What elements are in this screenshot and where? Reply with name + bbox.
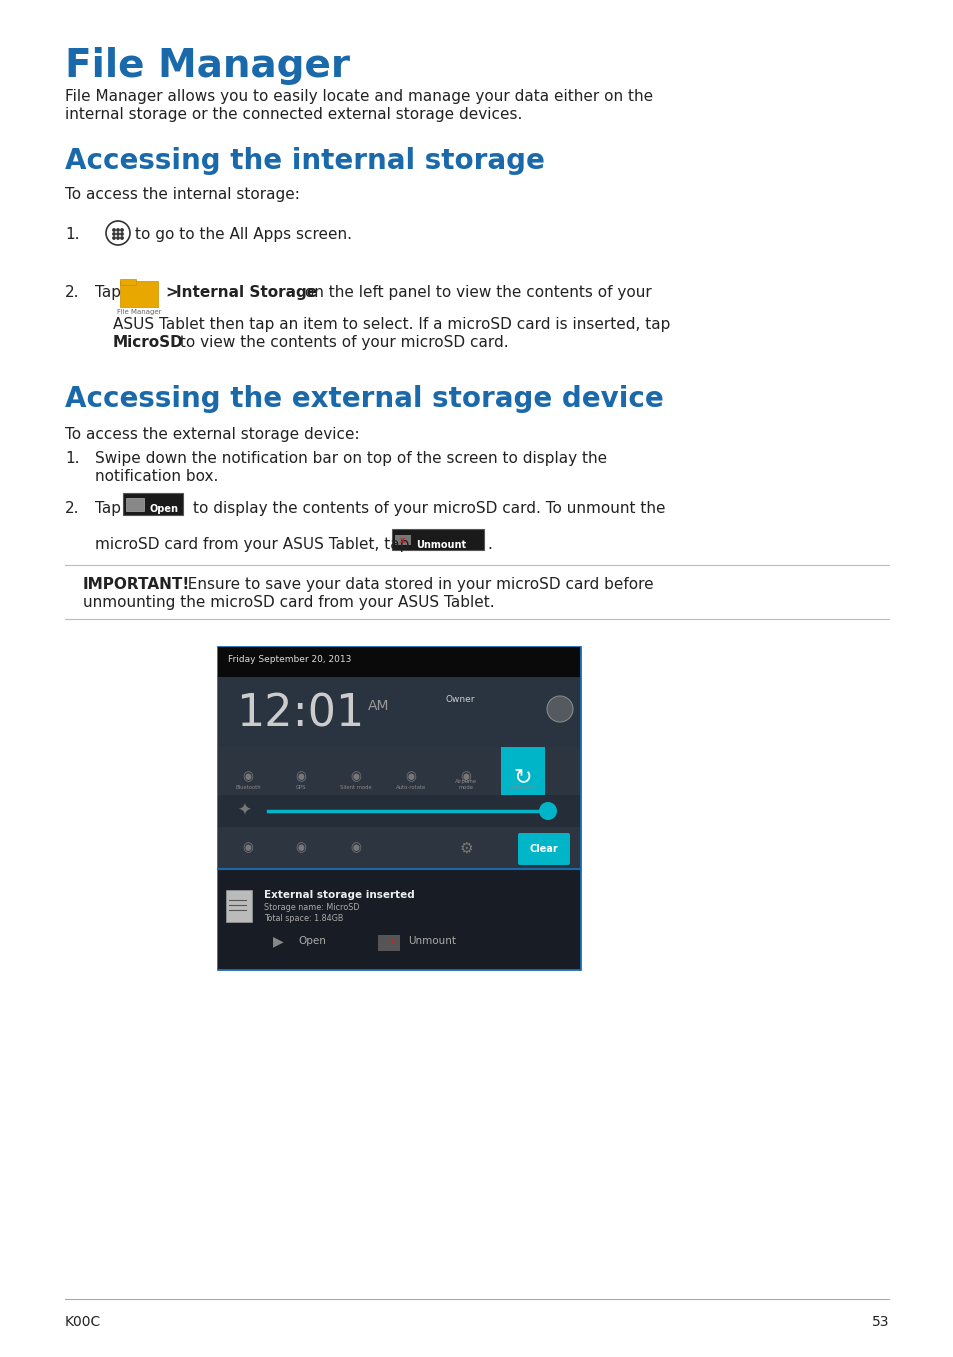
Bar: [392, 529, 483, 550]
Text: Accessing the external storage device: Accessing the external storage device: [65, 385, 663, 413]
Circle shape: [121, 229, 123, 231]
Circle shape: [112, 237, 115, 239]
Text: GPS: GPS: [295, 784, 306, 790]
Text: internal storage or the connected external storage devices.: internal storage or the connected extern…: [65, 107, 522, 122]
Circle shape: [116, 237, 119, 239]
Bar: [218, 746, 579, 795]
Text: .: .: [486, 537, 492, 552]
Text: Swipe down the notification bar on top of the screen to display the: Swipe down the notification bar on top o…: [95, 451, 606, 465]
Circle shape: [116, 229, 119, 231]
Text: ⚙: ⚙: [458, 840, 473, 855]
Text: Friday September 20, 2013: Friday September 20, 2013: [228, 655, 351, 664]
Text: AM: AM: [368, 699, 389, 712]
Text: Unmount: Unmount: [416, 540, 466, 550]
Text: notification box.: notification box.: [95, 470, 218, 484]
Bar: [120, 280, 136, 285]
Text: Unmount: Unmount: [408, 936, 456, 946]
Circle shape: [538, 802, 557, 820]
Text: File Manager: File Manager: [65, 47, 350, 85]
Bar: [120, 281, 158, 307]
Text: IMPORTANT!: IMPORTANT!: [83, 577, 190, 592]
Bar: [218, 868, 579, 969]
Text: Ensure to save your data stored in your microSD card before: Ensure to save your data stored in your …: [178, 577, 653, 592]
Text: 1.: 1.: [65, 227, 79, 242]
Text: to go to the All Apps screen.: to go to the All Apps screen.: [135, 227, 352, 242]
Text: x: x: [400, 536, 405, 544]
Circle shape: [546, 696, 573, 722]
Text: External storage inserted: External storage inserted: [264, 890, 415, 900]
Text: To access the external storage device:: To access the external storage device:: [65, 427, 359, 442]
Text: File Manager allows you to easily locate and manage your data either on the: File Manager allows you to easily locate…: [65, 90, 653, 104]
Text: ◉: ◉: [350, 841, 361, 855]
Text: Total space: 1.84GB: Total space: 1.84GB: [264, 915, 343, 923]
Text: Airplane
mode: Airplane mode: [455, 779, 476, 790]
Text: >: >: [166, 285, 184, 300]
Text: Storage name: MicroSD: Storage name: MicroSD: [264, 902, 359, 912]
Text: Auto-rotate: Auto-rotate: [395, 784, 426, 790]
Bar: [218, 647, 579, 677]
Text: File Manager: File Manager: [116, 309, 161, 315]
Text: Silent mode: Silent mode: [340, 784, 372, 790]
Circle shape: [112, 233, 115, 235]
Circle shape: [116, 233, 119, 235]
Text: Bluetooth: Bluetooth: [235, 784, 260, 790]
Text: 12:01: 12:01: [235, 692, 364, 735]
Text: Open: Open: [150, 503, 179, 514]
Text: ◉: ◉: [242, 841, 253, 855]
Bar: [395, 535, 411, 546]
Bar: [218, 795, 579, 826]
Circle shape: [112, 229, 115, 231]
Circle shape: [121, 237, 123, 239]
Text: 2.: 2.: [65, 501, 79, 516]
Text: ◉: ◉: [460, 771, 471, 783]
Bar: [126, 498, 144, 512]
Text: Tap: Tap: [95, 285, 121, 300]
Text: Owner: Owner: [446, 695, 475, 704]
Text: ◉: ◉: [242, 771, 253, 783]
Text: K00C: K00C: [65, 1315, 101, 1329]
Bar: [226, 890, 252, 921]
Text: 1.: 1.: [65, 451, 79, 465]
Text: ▶: ▶: [273, 934, 283, 949]
Bar: [123, 493, 183, 516]
Text: x: x: [390, 936, 395, 946]
Text: ✦: ✦: [236, 802, 251, 820]
Text: MicroSD: MicroSD: [112, 335, 184, 350]
Bar: [218, 647, 579, 969]
Bar: [377, 935, 399, 951]
Text: 2.: 2.: [65, 285, 79, 300]
Text: ◉: ◉: [405, 771, 416, 783]
Text: to view the contents of your microSD card.: to view the contents of your microSD car…: [174, 335, 508, 350]
Text: Open: Open: [297, 936, 326, 946]
Text: Clear: Clear: [529, 844, 558, 854]
Text: To access the internal storage:: To access the internal storage:: [65, 187, 299, 202]
Text: on the left panel to view the contents of your: on the left panel to view the contents o…: [299, 285, 651, 300]
Text: to display the contents of your microSD card. To unmount the: to display the contents of your microSD …: [193, 501, 665, 516]
Bar: [218, 677, 579, 746]
Text: unmounting the microSD card from your ASUS Tablet.: unmounting the microSD card from your AS…: [83, 594, 494, 611]
Text: ◉: ◉: [295, 771, 306, 783]
Text: ◉: ◉: [350, 771, 361, 783]
Text: ASUS Tablet then tap an item to select. If a microSD card is inserted, tap: ASUS Tablet then tap an item to select. …: [112, 318, 670, 332]
Text: 53: 53: [871, 1315, 888, 1329]
Text: ↻: ↻: [513, 767, 532, 787]
Text: microSD card from your ASUS Tablet, tap: microSD card from your ASUS Tablet, tap: [95, 537, 409, 552]
Text: Auto-sync: Auto-sync: [509, 784, 536, 790]
Circle shape: [121, 233, 123, 235]
Text: Internal Storage: Internal Storage: [175, 285, 316, 300]
Text: Tap: Tap: [95, 501, 121, 516]
Text: ◉: ◉: [295, 841, 306, 855]
Bar: [218, 826, 579, 868]
FancyBboxPatch shape: [517, 833, 569, 864]
Text: Accessing the internal storage: Accessing the internal storage: [65, 147, 544, 175]
Bar: [500, 746, 544, 795]
